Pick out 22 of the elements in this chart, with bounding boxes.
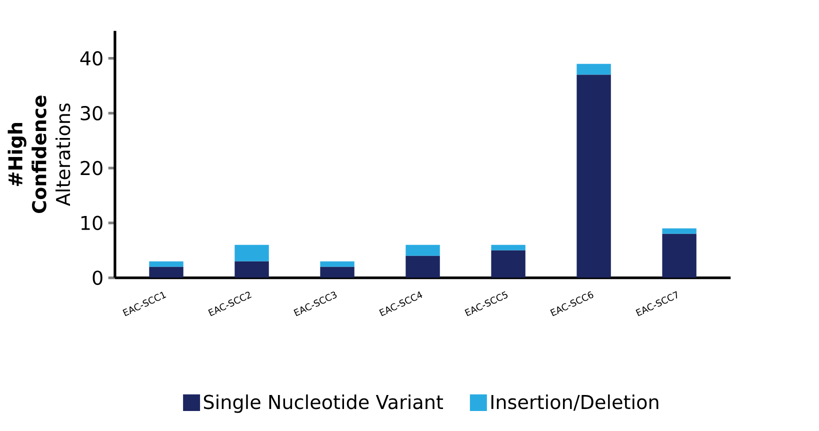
bar [662, 234, 696, 278]
bar [149, 266, 184, 278]
bar [662, 228, 696, 234]
y-tick-label: 40 [80, 51, 102, 66]
legend-label: Insertion/Deletion [491, 394, 658, 411]
bar [491, 244, 526, 250]
bar [491, 250, 526, 278]
y-axis-title: #High Confidence Alterations [8, 96, 70, 214]
y-tick-label: 10 [81, 216, 102, 230]
bar [320, 261, 354, 267]
y-tick-label: 20 [80, 160, 102, 176]
bar [406, 256, 440, 278]
y-tick-label: 30 [80, 106, 102, 120]
bar [234, 261, 269, 278]
bar [406, 244, 440, 256]
bar [320, 266, 354, 278]
y-tick-label: 0 [92, 270, 102, 285]
bar [149, 261, 184, 267]
bar [234, 244, 269, 262]
legend-label: Single Nucleotide Variant [204, 394, 444, 413]
bar [576, 74, 611, 278]
bar [576, 64, 611, 75]
